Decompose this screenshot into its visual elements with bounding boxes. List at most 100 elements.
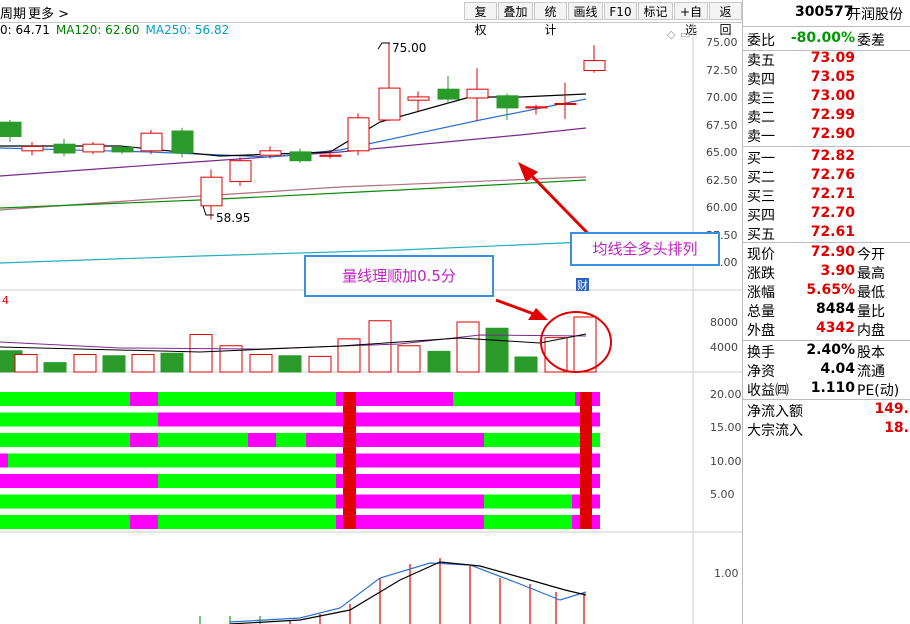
candle-body [82, 143, 105, 153]
divider [743, 50, 910, 51]
order-book-row: 卖三 73.00 [743, 88, 910, 107]
toolbar-button[interactable]: +自选 [674, 2, 708, 37]
divider [743, 26, 910, 27]
stat-label-2: 最低 [857, 285, 885, 301]
finance-mark-label: 财 [577, 278, 588, 292]
volume-axis-label: 8000 [710, 316, 738, 329]
stat-label-2: 量比 [857, 304, 885, 320]
indicator-stripe [0, 515, 130, 529]
stat-label-2: 今开 [857, 247, 885, 263]
indicator-stripe [130, 433, 158, 447]
stat-label: 外盘 [747, 323, 775, 339]
order-level-label: 买五 [747, 227, 775, 243]
order-level-label: 买二 [747, 170, 775, 186]
indicator-stripe [484, 494, 572, 509]
ma-legend-item: MA250: 56.82 [145, 23, 230, 37]
candle-body [289, 151, 312, 162]
stock-code: 300577 [795, 4, 854, 20]
ma-line [0, 176, 587, 211]
volume-ma-line [0, 333, 587, 353]
webi-row: 委比 -80.00% 委差 [743, 30, 910, 49]
volume-indicator-label: 4 [2, 294, 9, 307]
toolbar-button[interactable]: 统计 [534, 2, 567, 37]
order-book-row: 卖二 72.99 [743, 107, 910, 126]
volume-bar [573, 316, 597, 373]
more-label: 更多 [28, 7, 55, 22]
price-axis-label: 67.50 [706, 118, 738, 132]
indicator-stripe [0, 494, 336, 509]
fundamental-value: 4.04 [820, 361, 855, 377]
stat-label-2: 内盘 [857, 323, 885, 339]
order-price: 72.90 [810, 126, 855, 142]
candle-body [229, 160, 252, 183]
stat-value: 4342 [816, 320, 855, 336]
stat-row: 外盘 4342 内盘 [743, 320, 910, 339]
ma-line [0, 241, 587, 264]
flow-label: 大宗流入 [747, 423, 803, 439]
volume-bar [397, 345, 421, 373]
volume-bar [485, 327, 509, 373]
candle-body [21, 145, 44, 152]
period-menu[interactable]: 周期 [0, 7, 27, 22]
order-level-label: 卖二 [747, 110, 775, 126]
candle-body [583, 60, 606, 71]
fundamental-row: 收益㈣ 1.110 PE(动) [743, 380, 910, 399]
order-price: 73.00 [810, 88, 855, 104]
ma-legend-item: MA120: 62.60 [55, 23, 140, 37]
stat-row: 涨跌 3.90 最高 [743, 263, 910, 282]
price-axis-label: 72.50 [706, 63, 738, 77]
order-level-label: 卖三 [747, 91, 775, 107]
arrow-head [528, 308, 548, 320]
volume-annotation-box: 量线理顺加0.5分 [304, 255, 494, 297]
stat-row: 总量 8484 量比 [743, 301, 910, 320]
volume-arrow [495, 298, 535, 316]
stat-label: 总量 [747, 304, 775, 320]
toolbar-button[interactable]: 标记 [638, 2, 673, 20]
toolbar-button[interactable]: 返回 [709, 2, 742, 37]
candle-body [378, 87, 401, 121]
order-level-label: 买三 [747, 189, 775, 205]
divider [743, 340, 910, 341]
indicator-stripe [158, 433, 248, 447]
volume-highlight-circle [540, 311, 612, 373]
volume-bar [249, 354, 273, 373]
toolbar-button[interactable]: 叠加 [498, 2, 533, 20]
signal-bar [580, 392, 592, 529]
toolbar-button[interactable]: 画线 [568, 2, 603, 20]
divider [743, 146, 910, 147]
stat-value: 5.65% [806, 282, 855, 298]
stat-row: 涨幅 5.65% 最低 [743, 282, 910, 301]
scroll-handle: ▭ [680, 28, 690, 41]
volume-bar [337, 338, 361, 373]
fundamental-row: 净资 4.04 流通 [743, 361, 910, 380]
volume-annotation-text: 量线理顺加0.5分 [342, 267, 456, 285]
stat-label: 涨跌 [747, 266, 775, 282]
candle-body [466, 88, 489, 99]
arrow-head [518, 162, 538, 182]
order-level-label: 卖五 [747, 53, 775, 69]
indicator-stripe [130, 515, 158, 529]
divider [743, 399, 910, 400]
price-axis-label: 75.00 [706, 36, 738, 49]
more-menu[interactable]: 更多 > [28, 3, 69, 22]
order-price: 72.99 [810, 107, 855, 123]
indicator-axis-label: 15.00 [710, 421, 742, 434]
weicha-label: 委差 [857, 33, 885, 49]
toolbar-button[interactable]: 复权 [464, 2, 497, 37]
order-price: 72.71 [810, 186, 855, 202]
indicator-stripe [306, 433, 484, 447]
indicator-stripe [0, 412, 158, 427]
toolbar-button[interactable]: F10 [604, 2, 637, 20]
finance-mark-badge [576, 278, 589, 291]
order-book-row: 卖一 72.90 [743, 126, 910, 145]
stat-row: 现价 72.90 今开 [743, 244, 910, 263]
macd-axis-label: 1.00 [714, 567, 739, 580]
price-axis-label: 65.00 [706, 146, 738, 159]
volume-bar [514, 356, 538, 373]
macd-dea-line [229, 562, 587, 623]
flow-value: 149. [874, 401, 909, 417]
macd-dif-line [229, 561, 587, 624]
fundamental-label-2: 股本 [857, 345, 885, 361]
order-price: 73.05 [810, 69, 855, 85]
ma-annotation-box: 均线全多头排列 [570, 232, 720, 266]
